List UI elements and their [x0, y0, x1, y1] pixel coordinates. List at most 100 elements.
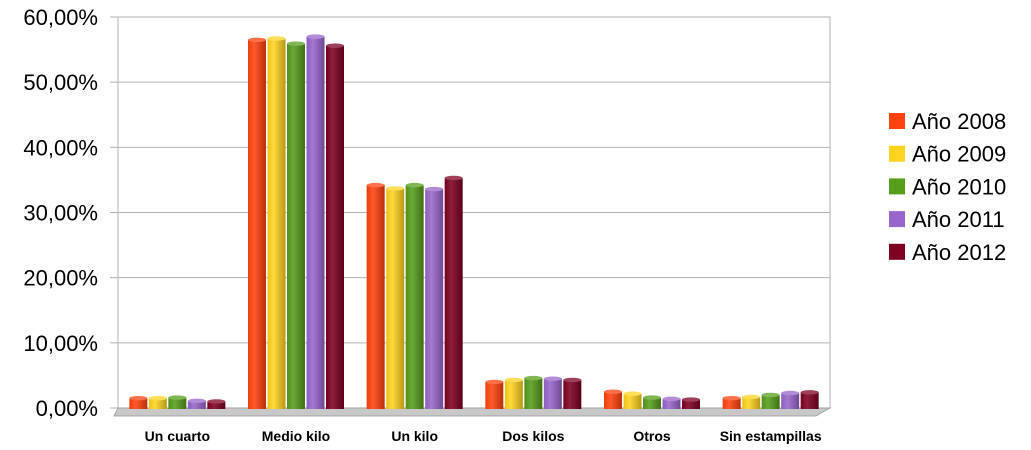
- bar-body: [306, 36, 325, 410]
- bar-cap: [504, 377, 523, 383]
- bar-cap: [386, 186, 405, 191]
- y-tick-label: 60,00%: [23, 5, 98, 30]
- bar-año-2012-un-cuarto: [207, 399, 226, 409]
- legend-swatch: [889, 145, 905, 162]
- bar-año-2011-otros: [662, 396, 681, 409]
- bar-body: [543, 378, 562, 409]
- bar-año-2009-un-kilo: [386, 186, 405, 409]
- bar-año-2009-dos-kilos: [504, 377, 523, 409]
- bar-body: [781, 393, 800, 409]
- bar-body: [444, 177, 463, 409]
- x-tick-label: Otros: [633, 428, 671, 444]
- legend-label: Año 2009: [912, 142, 1006, 167]
- bar-body: [722, 398, 741, 409]
- y-tick-label: 30,00%: [23, 201, 98, 226]
- bar-body: [662, 398, 681, 409]
- bar-body: [248, 39, 266, 409]
- bar-año-2012-sin-estampillas: [800, 390, 819, 409]
- y-tick-label: 0,00%: [36, 396, 98, 421]
- bar-cap: [444, 175, 463, 181]
- bar-año-2008-un-cuarto: [129, 396, 148, 409]
- legend-item: Año 2012: [889, 240, 1006, 265]
- x-tick-label: Un cuarto: [145, 428, 210, 444]
- bar-año-2011-dos-kilos: [543, 376, 562, 409]
- bar-body: [366, 185, 385, 409]
- bar-año-2009-otros: [623, 391, 642, 409]
- x-tick-label: Dos kilos: [502, 428, 564, 444]
- bar-body: [643, 397, 661, 409]
- y-tick-label: 10,00%: [23, 331, 98, 356]
- bar-body: [800, 392, 819, 409]
- bar-cap: [129, 396, 148, 401]
- floor-surface: [113, 407, 832, 417]
- bar-cap: [326, 43, 344, 48]
- bar-body: [425, 189, 444, 409]
- legend-item: Año 2010: [889, 174, 1006, 199]
- bar-cap: [366, 182, 385, 188]
- bar-cap: [781, 390, 800, 396]
- legend-item: Año 2011: [889, 207, 1005, 232]
- bar-cap: [722, 396, 741, 401]
- legend-label: Año 2011: [912, 207, 1005, 232]
- bar-cap: [306, 34, 325, 39]
- bar-año-2012-otros: [682, 397, 700, 409]
- legend-swatch: [889, 243, 905, 260]
- x-tick-label: Medio kilo: [262, 428, 330, 444]
- bar-cap: [207, 399, 226, 404]
- y-tick-label: 50,00%: [23, 70, 98, 95]
- y-tick-label: 20,00%: [23, 266, 98, 291]
- bar-body: [504, 379, 523, 409]
- bar-body: [287, 43, 305, 410]
- legend-swatch: [889, 211, 905, 228]
- legend-label: Año 2010: [912, 174, 1006, 199]
- bar-body: [604, 391, 622, 409]
- bar-año-2012-medio-kilo: [326, 43, 344, 409]
- chart-floor: [113, 407, 832, 417]
- legend-swatch: [889, 178, 905, 195]
- bar-cap: [643, 395, 661, 400]
- bar-año-2009-sin-estampillas: [742, 394, 761, 409]
- y-axis-ticks: 0,00% 10,00% 20,00% 30,00% 40,00% 50,00% 60,00…: [23, 5, 98, 421]
- bar-año-2010-sin-estampillas: [761, 392, 780, 409]
- bar-body: [267, 38, 286, 409]
- bar-año-2011-un-kilo: [425, 186, 444, 409]
- bar-body: [207, 401, 226, 409]
- bar-cap: [761, 392, 780, 398]
- bar-año-2011-medio-kilo: [306, 34, 325, 410]
- bar-body: [524, 378, 543, 409]
- bar-body: [386, 188, 405, 409]
- x-tick-label: Un kilo: [391, 428, 438, 444]
- x-axis-labels: Un cuarto Medio kilo Un kilo Dos kilos Otros…: [145, 428, 822, 444]
- bar-cap: [405, 182, 424, 188]
- x-tick-label: Sin estampillas: [720, 428, 822, 444]
- bar-año-2012-dos-kilos: [563, 377, 582, 409]
- bar-body: [623, 393, 642, 409]
- bar-cap: [800, 390, 819, 395]
- bar-año-2008-otros: [604, 389, 622, 409]
- bar-cap: [543, 376, 562, 381]
- bar-año-2009-un-cuarto: [148, 396, 167, 409]
- bar-body: [168, 397, 187, 409]
- bar-cap: [287, 41, 305, 46]
- bar-cap: [682, 397, 700, 402]
- legend-swatch: [889, 113, 905, 129]
- bar-año-2008-un-kilo: [366, 182, 385, 409]
- bar-año-2008-sin-estampillas: [722, 396, 741, 409]
- gridlines: [110, 16, 830, 409]
- bar-año-2010-un-cuarto: [168, 395, 187, 409]
- bar-año-2010-un-kilo: [405, 182, 424, 409]
- bar-año-2011-un-cuarto: [187, 398, 206, 409]
- bar-body: [129, 398, 148, 409]
- bar-año-2008-medio-kilo: [248, 37, 266, 409]
- bar-año-2010-otros: [643, 395, 661, 409]
- legend-item: Año 2009: [889, 142, 1006, 167]
- bar-body: [405, 185, 424, 409]
- bar-cap: [623, 391, 642, 396]
- bar-año-2010-medio-kilo: [287, 41, 305, 410]
- bar-cap: [604, 389, 622, 394]
- legend-label: Año 2012: [912, 240, 1006, 265]
- y-tick-label: 40,00%: [23, 135, 98, 160]
- bar-body: [148, 398, 167, 409]
- bar-cap: [563, 377, 582, 383]
